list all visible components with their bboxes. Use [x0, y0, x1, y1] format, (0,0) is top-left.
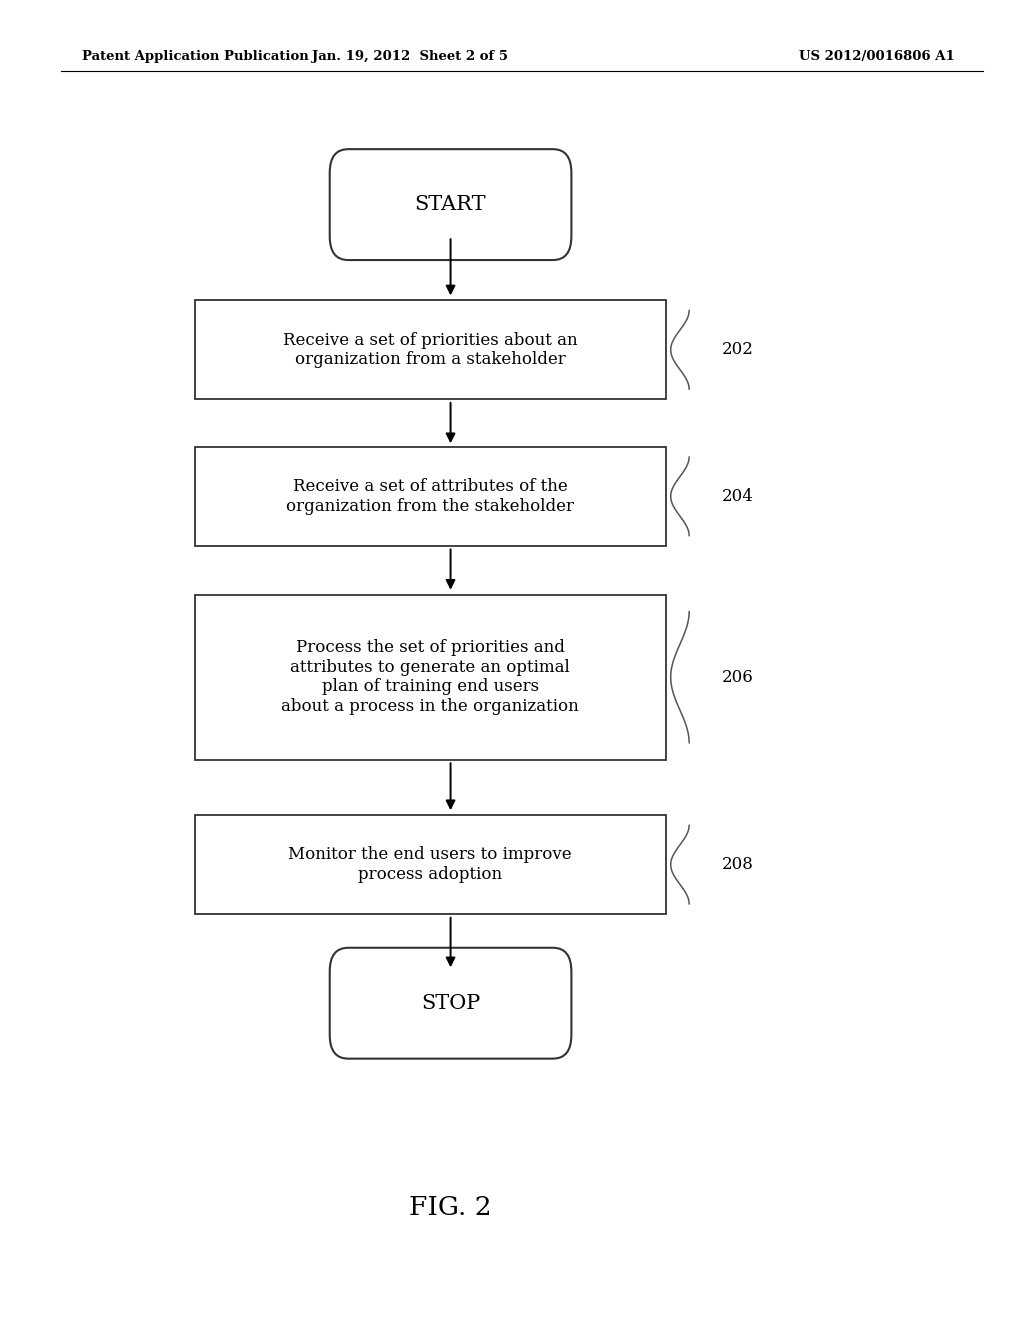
FancyBboxPatch shape — [330, 948, 571, 1059]
FancyBboxPatch shape — [195, 594, 666, 759]
Text: Process the set of priorities and
attributes to generate an optimal
plan of trai: Process the set of priorities and attrib… — [282, 639, 579, 715]
Text: 202: 202 — [722, 342, 754, 358]
Text: 206: 206 — [722, 669, 754, 685]
FancyBboxPatch shape — [195, 814, 666, 913]
Text: Receive a set of priorities about an
organization from a stakeholder: Receive a set of priorities about an org… — [283, 331, 578, 368]
Text: Receive a set of attributes of the
organization from the stakeholder: Receive a set of attributes of the organ… — [286, 478, 574, 515]
Text: 204: 204 — [722, 488, 754, 504]
Text: STOP: STOP — [421, 994, 480, 1012]
FancyBboxPatch shape — [330, 149, 571, 260]
FancyBboxPatch shape — [195, 446, 666, 546]
Text: 208: 208 — [722, 857, 754, 873]
Text: Monitor the end users to improve
process adoption: Monitor the end users to improve process… — [289, 846, 571, 883]
Text: Jan. 19, 2012  Sheet 2 of 5: Jan. 19, 2012 Sheet 2 of 5 — [311, 50, 508, 63]
FancyBboxPatch shape — [195, 301, 666, 399]
Text: START: START — [415, 195, 486, 214]
Text: US 2012/0016806 A1: US 2012/0016806 A1 — [799, 50, 954, 63]
Text: Patent Application Publication: Patent Application Publication — [82, 50, 308, 63]
Text: FIG. 2: FIG. 2 — [410, 1196, 492, 1220]
